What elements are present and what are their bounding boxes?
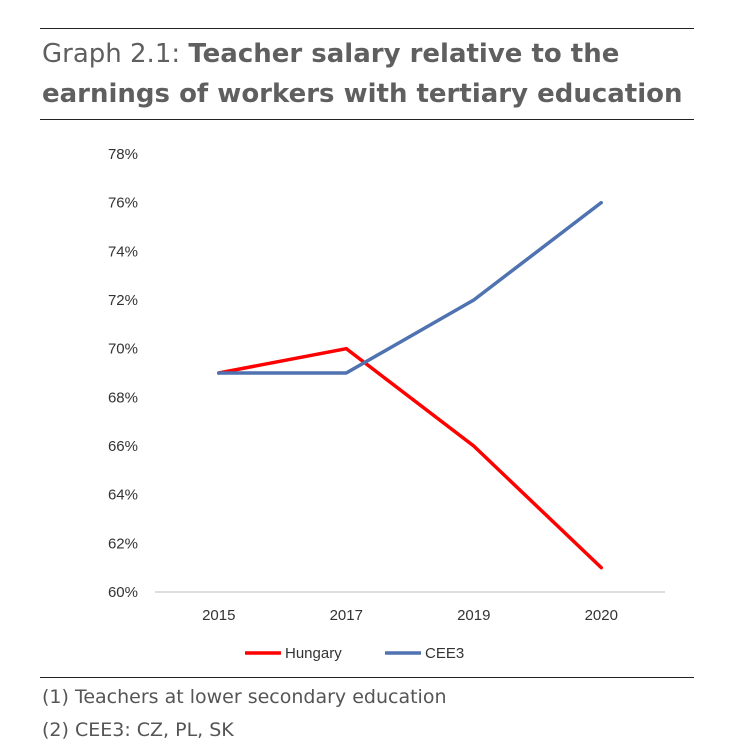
chart-title-prefix: Graph 2.1: [42,39,181,69]
legend: Hungary CEE3 [245,645,464,662]
footnote-1: (1) Teachers at lower secondary educatio… [42,686,447,708]
y-tick-label: 64% [108,487,138,504]
y-tick-label: 72% [108,292,138,309]
x-tick-label: 2020 [585,607,618,624]
y-tick-label: 78% [108,146,138,163]
x-tick-label: 2017 [330,607,363,624]
notes-rule [40,677,694,678]
chart-title: Graph 2.1: Teacher salary relative to th… [42,34,692,114]
y-tick-label: 70% [108,341,138,358]
y-axis: 60% 62% 64% 66% 68% 70% 72% 74% 76% 78% [108,146,138,601]
legend-label: CEE3 [425,645,464,662]
line-chart: 60%62%64%66%68%70%72%74%76%78% 2015 2017 2… [108,146,665,662]
y-tick-label: 60% [108,584,138,601]
x-tick-label: 2015 [202,607,235,624]
chart-title-text: Teacher salary relative to the earnings … [42,39,683,109]
series-line-hungary [217,346,603,570]
y-tick-label: 74% [108,243,138,260]
series-line-cee3 [217,200,603,375]
footnote-2: (2) CEE3: CZ, PL, SK [42,719,234,741]
legend-label: Hungary [285,645,342,662]
y-tick-label: 62% [108,535,138,552]
top-rule [40,28,694,29]
x-tick-label: 2019 [457,607,490,624]
series-lines [217,200,603,570]
y-tick-label: 76% [108,195,138,212]
x-axis: 2015 2017 2019 2020 [202,607,618,624]
y-tick-label: 66% [108,438,138,455]
title-rule [40,119,694,120]
y-tick-label: 68% [108,389,138,406]
